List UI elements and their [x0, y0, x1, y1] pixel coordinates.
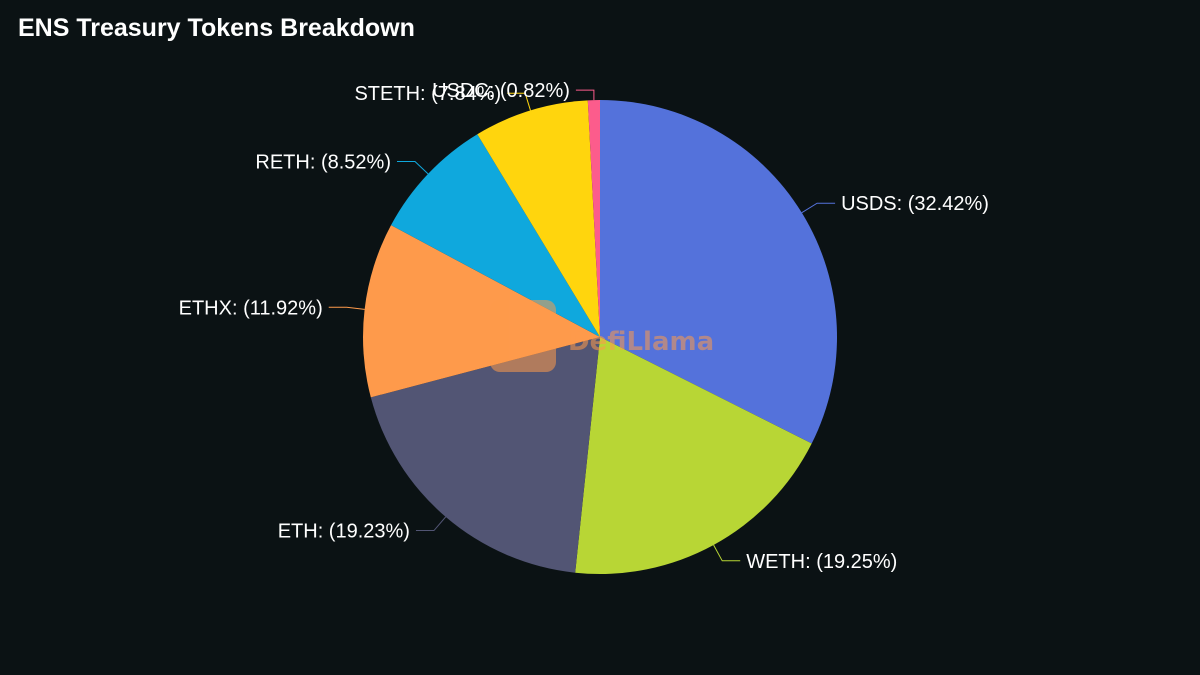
pie-slice-usds[interactable] [600, 100, 837, 444]
slice-labels: USDS: (32.42%) WETH: (19.25%) ETH: (19.23%… [179, 80, 989, 573]
pie-slices [363, 100, 837, 574]
leader-line-reth [396, 161, 429, 175]
pie-slice-eth[interactable] [370, 337, 600, 573]
leader-line-eth [415, 516, 447, 532]
slice-label-eth: ETH: (19.23%) [278, 521, 410, 543]
pie-slice-weth[interactable] [575, 337, 812, 574]
leader-line-ethx [328, 306, 365, 310]
pie-slice-ethx[interactable] [363, 225, 600, 398]
leader-line-steth [507, 92, 531, 111]
watermark-text: DefiLlama [568, 327, 714, 357]
leader-line-usds [801, 202, 836, 214]
slice-label-ethx: ETHX: (11.92%) [179, 297, 323, 319]
slice-label-weth: WETH: (19.25%) [746, 551, 897, 573]
leader-line-usdc [575, 89, 595, 101]
leader-line-weth [713, 544, 741, 562]
slice-label-reth: RETH: (8.52%) [255, 152, 391, 174]
pie-slice-usdc[interactable] [587, 100, 600, 337]
llama-logo-icon [490, 300, 556, 372]
slice-label-steth: STETH: (7.84%) [354, 83, 501, 105]
chart-title: ENS Treasury Tokens Breakdown [18, 14, 415, 42]
slice-label-usdc: USDC: (0.82%) [432, 80, 570, 102]
defillama-watermark: DefiLlama [490, 300, 714, 372]
pie-slice-steth[interactable] [477, 100, 600, 338]
slice-label-usds: USDS: (32.42%) [841, 193, 989, 215]
pie-slice-reth[interactable] [391, 134, 600, 337]
